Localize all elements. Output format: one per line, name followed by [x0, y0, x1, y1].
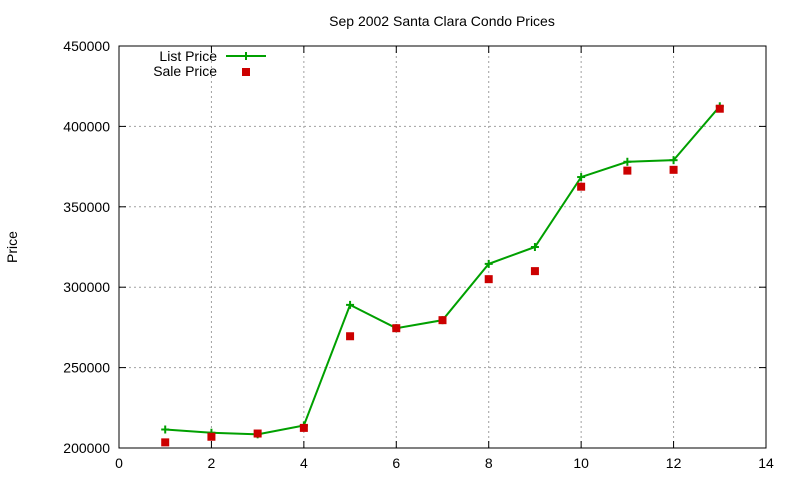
x-tick-label: 6 — [392, 455, 400, 471]
sale-price-point — [392, 324, 401, 333]
y-axis-label: Price — [4, 231, 20, 263]
list-price-point — [623, 157, 632, 166]
y-tick-label: 250000 — [63, 360, 110, 376]
plot-border — [118, 45, 767, 449]
sale-price-point — [161, 438, 170, 447]
sale-price-point — [577, 182, 586, 191]
y-tick-label: 200000 — [63, 440, 110, 456]
x-tick-label: 0 — [115, 455, 123, 471]
x-tick-label: 2 — [208, 455, 216, 471]
grid-lines — [119, 46, 766, 448]
list-price-point — [669, 156, 678, 165]
list-price-point — [484, 259, 493, 268]
x-tick-label: 4 — [300, 455, 308, 471]
legend-sample-sale-price — [242, 68, 250, 76]
sale-price-point — [346, 332, 355, 341]
sale-price-point — [253, 429, 262, 438]
sale-price-point — [669, 165, 678, 174]
data-series — [161, 102, 724, 447]
x-tick-label: 10 — [573, 455, 589, 471]
legend-marker-list-price — [242, 52, 250, 60]
list-price-point — [346, 300, 355, 309]
legend-sample-list-price — [226, 52, 266, 60]
list-price-point — [530, 243, 539, 251]
list-price-point — [161, 425, 170, 434]
x-tick-label: 14 — [758, 455, 774, 471]
x-tick-label: 12 — [666, 455, 682, 471]
sale-price-point — [438, 316, 447, 325]
y-tick-label: 400000 — [63, 118, 110, 134]
sale-price-point — [207, 432, 216, 441]
x-tick-labels: 0 2 4 6 8 10 12 14 — [115, 455, 774, 471]
sale-price-point — [623, 166, 632, 175]
y-tick-labels: 200000 250000 300000 350000 400000 450000 — [63, 38, 110, 456]
list-price-point — [577, 173, 586, 182]
legend-label-list-price: List Price — [159, 48, 217, 64]
sale-price-point — [530, 267, 539, 276]
list-price-line — [165, 105, 721, 436]
y-tick-label: 450000 — [63, 38, 110, 54]
legend-label-sale-price: Sale Price — [153, 63, 217, 79]
x-tick-label: 8 — [485, 455, 493, 471]
chart-title: Sep 2002 Santa Clara Condo Prices — [329, 13, 555, 29]
legend-marker-sale-price — [242, 68, 250, 76]
y-tick-label: 300000 — [63, 279, 110, 295]
axis-ticks — [118, 45, 767, 449]
legend: List Price Sale Price — [153, 48, 266, 79]
sale-price-point — [715, 104, 724, 113]
y-tick-label: 350000 — [63, 199, 110, 215]
sale-price-point — [484, 275, 493, 284]
sale-price-point — [299, 423, 308, 432]
